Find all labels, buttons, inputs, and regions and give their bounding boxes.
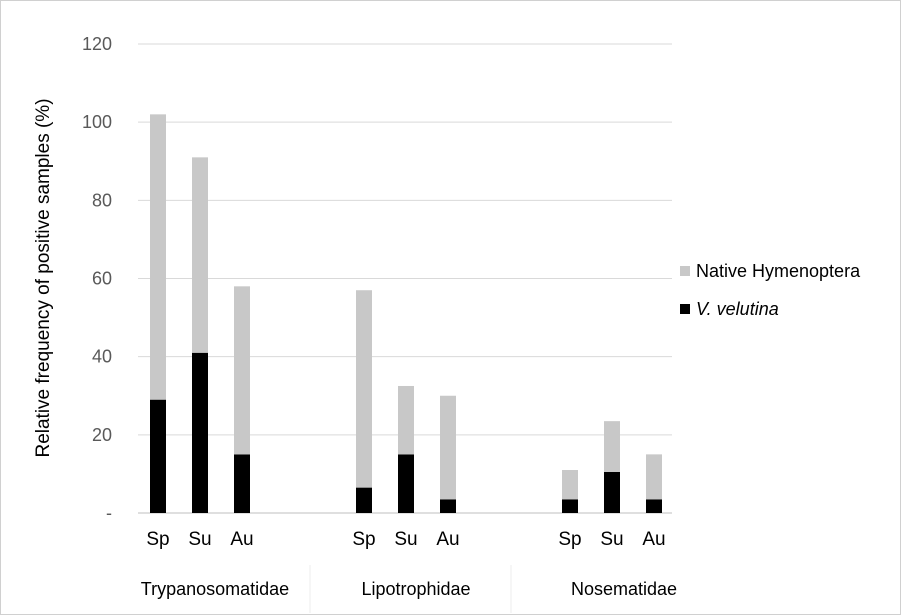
y-tick-label: 60 xyxy=(92,269,112,289)
bar-segment-v-velutina xyxy=(646,499,662,513)
bar-segment-v-velutina xyxy=(192,352,208,513)
bar-segment-native-hymenoptera xyxy=(150,114,166,400)
legend-label-native-hymenoptera: Native Hymenoptera xyxy=(696,261,861,281)
bars xyxy=(150,114,662,513)
x-category-label: Su xyxy=(188,529,211,550)
bar-segment-v-velutina xyxy=(440,499,456,513)
bar-segment-native-hymenoptera xyxy=(356,290,372,488)
bar-segment-v-velutina xyxy=(234,454,250,513)
x-group-label: Nosematidae xyxy=(571,579,677,599)
y-tick-label: 120 xyxy=(82,34,112,54)
x-category-label: Au xyxy=(230,529,253,550)
x-group-label: Trypanosomatidae xyxy=(141,579,289,599)
bar-segment-native-hymenoptera xyxy=(604,421,620,472)
y-axis-ticks: - 20 40 60 80 100 120 xyxy=(82,34,112,523)
x-axis-category-labels: Sp Su Au Sp Su Au Sp Su Au xyxy=(146,529,665,550)
legend-swatch-native-hymenoptera xyxy=(680,266,690,276)
x-category-label: Au xyxy=(436,529,459,550)
bar-segment-native-hymenoptera xyxy=(192,157,208,353)
bar-segment-v-velutina xyxy=(150,399,166,513)
bar-segment-v-velutina xyxy=(398,454,414,513)
legend-swatch-v-velutina xyxy=(680,304,690,314)
bar-segment-native-hymenoptera xyxy=(398,385,414,455)
x-category-label: Sp xyxy=(146,529,169,550)
y-tick-label: 80 xyxy=(92,190,112,210)
gridlines xyxy=(138,43,672,514)
x-category-label: Su xyxy=(600,529,623,550)
y-tick-label: 40 xyxy=(92,347,112,367)
legend: Native Hymenoptera V. velutina xyxy=(680,261,861,319)
x-category-label: Au xyxy=(642,529,665,550)
legend-label-v-velutina: V. velutina xyxy=(696,299,779,319)
y-tick-label: 100 xyxy=(82,112,112,132)
bar-segment-native-hymenoptera xyxy=(234,286,250,455)
bar-segment-v-velutina xyxy=(356,487,372,513)
y-tick-label: - xyxy=(106,503,112,523)
bar-segment-v-velutina xyxy=(604,471,620,513)
y-axis-title: Relative frequency of positive samples (… xyxy=(33,98,54,457)
bar-segment-native-hymenoptera xyxy=(562,470,578,500)
x-category-label: Su xyxy=(394,529,417,550)
y-tick-label: 20 xyxy=(92,425,112,445)
bar-segment-native-hymenoptera xyxy=(646,454,662,500)
x-category-label: Sp xyxy=(352,529,375,550)
bar-segment-native-hymenoptera xyxy=(440,395,456,500)
x-axis-group-labels: Trypanosomatidae Lipotrophidae Nosematidae xyxy=(141,565,677,613)
x-category-label: Sp xyxy=(558,529,581,550)
x-group-label: Lipotrophidae xyxy=(361,579,470,599)
bar-segment-v-velutina xyxy=(562,499,578,513)
